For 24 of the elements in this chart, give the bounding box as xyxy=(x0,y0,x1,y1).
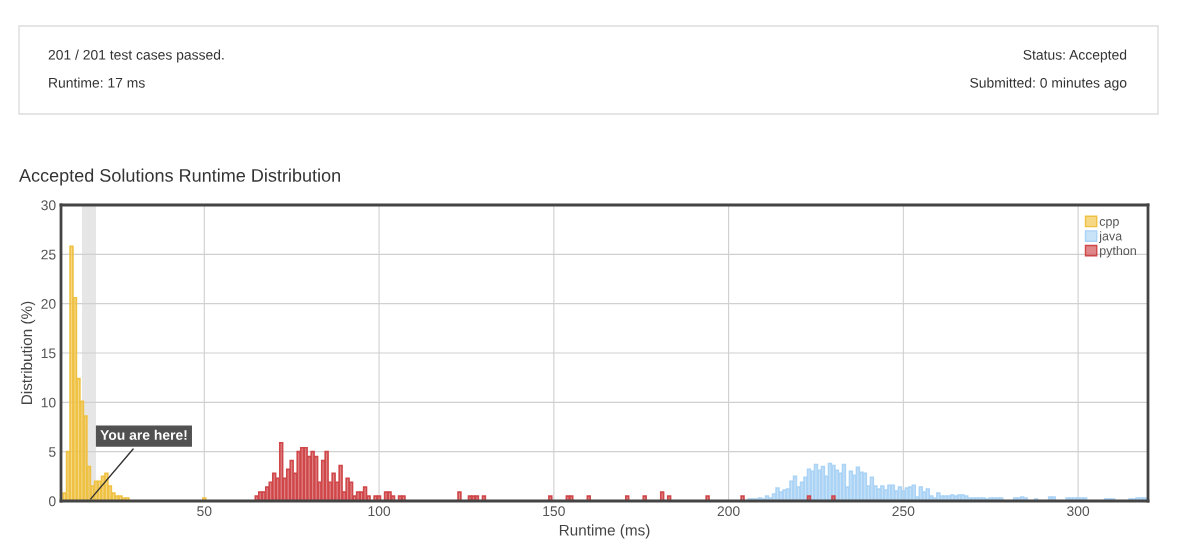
legend-label: java xyxy=(1098,231,1123,243)
x-tick-label: 200 xyxy=(717,506,740,517)
y-tick-label: 20 xyxy=(41,299,56,309)
y-tick-label: 10 xyxy=(41,397,56,408)
y-tick-label: 15 xyxy=(41,348,56,359)
y-tick-label: 25 xyxy=(41,249,56,260)
legend-label: cpp xyxy=(1099,219,1119,229)
y-tick-label: 0 xyxy=(48,496,56,507)
text: Status: Accepted xyxy=(1023,49,1127,63)
annotation: You are here! xyxy=(100,429,187,440)
text: Runtime: 17 ms xyxy=(49,77,145,88)
x-axis-title: Runtime (ms) xyxy=(559,524,650,539)
x-tick-label: 250 xyxy=(892,506,915,517)
chart-title: Accepted Solutions Runtime Distribution xyxy=(19,168,340,186)
legend-label: python xyxy=(1100,245,1136,258)
y-axis-title: Distribution (%) xyxy=(20,301,36,404)
y-tick-label: 5 xyxy=(48,447,56,457)
x-tick-label: 50 xyxy=(197,506,212,517)
text: 201 / 201 test cases passed. xyxy=(48,49,224,63)
x-tick-label: 300 xyxy=(1067,506,1090,517)
text: Submitted: 0 minutes ago xyxy=(970,77,1127,91)
x-tick-label: 100 xyxy=(368,506,391,517)
y-tick-label: 30 xyxy=(41,200,56,211)
x-tick-label: 150 xyxy=(543,506,565,517)
